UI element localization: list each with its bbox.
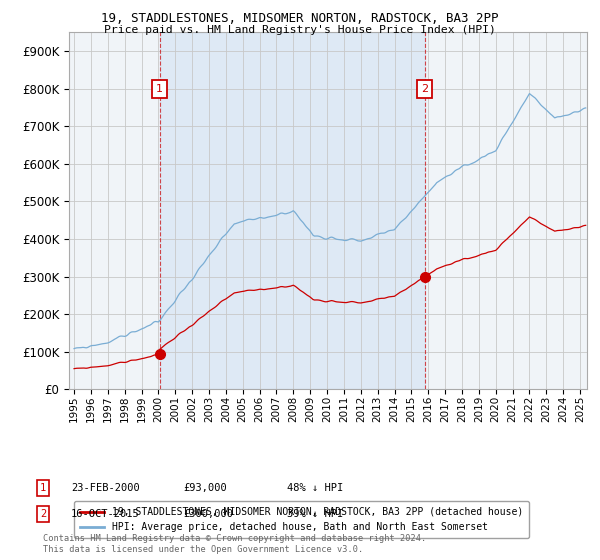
Text: 16-OCT-2015: 16-OCT-2015	[71, 509, 140, 519]
Text: Contains HM Land Registry data © Crown copyright and database right 2024.: Contains HM Land Registry data © Crown c…	[43, 534, 427, 543]
Text: 19, STADDLESTONES, MIDSOMER NORTON, RADSTOCK, BA3 2PP: 19, STADDLESTONES, MIDSOMER NORTON, RADS…	[101, 12, 499, 25]
Text: £300,000: £300,000	[183, 509, 233, 519]
Text: 2: 2	[40, 509, 46, 519]
Text: 23-FEB-2000: 23-FEB-2000	[71, 483, 140, 493]
Text: 1: 1	[40, 483, 46, 493]
Text: 1: 1	[156, 84, 163, 94]
Text: This data is licensed under the Open Government Licence v3.0.: This data is licensed under the Open Gov…	[43, 545, 364, 554]
Text: 48% ↓ HPI: 48% ↓ HPI	[287, 483, 343, 493]
Text: £93,000: £93,000	[183, 483, 227, 493]
Legend: 19, STADDLESTONES, MIDSOMER NORTON, RADSTOCK, BA3 2PP (detached house), HPI: Ave: 19, STADDLESTONES, MIDSOMER NORTON, RADS…	[74, 501, 529, 538]
Text: 39% ↓ HPI: 39% ↓ HPI	[287, 509, 343, 519]
Text: Price paid vs. HM Land Registry's House Price Index (HPI): Price paid vs. HM Land Registry's House …	[104, 25, 496, 35]
Text: 2: 2	[421, 84, 428, 94]
Bar	[160, 32, 425, 389]
